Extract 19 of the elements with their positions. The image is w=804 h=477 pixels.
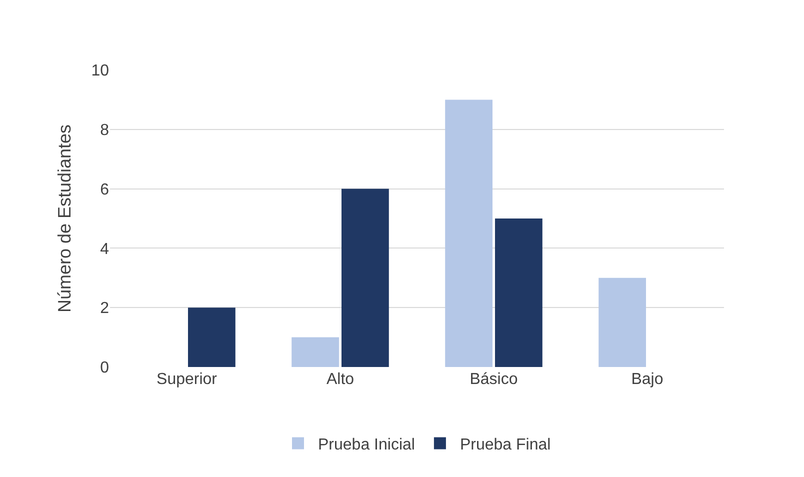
y-axis-title: Número de Estudiantes bbox=[54, 124, 74, 313]
x-tick-label: Superior bbox=[156, 371, 218, 388]
bar bbox=[292, 337, 339, 367]
y-tick-label: 8 bbox=[100, 122, 110, 139]
x-tick-label: Básico bbox=[470, 371, 518, 388]
bar bbox=[495, 218, 542, 367]
bar bbox=[342, 188, 389, 367]
bar bbox=[188, 308, 236, 367]
x-tick-label: Bajo bbox=[631, 371, 664, 388]
y-tick-label: 4 bbox=[100, 240, 110, 258]
y-tick-label: 0 bbox=[100, 360, 110, 377]
legend-label: Prueba Inicial bbox=[318, 436, 415, 454]
bar bbox=[445, 100, 492, 367]
y-tick-label: 2 bbox=[100, 300, 110, 318]
y-tick-label: 10 bbox=[91, 62, 110, 80]
x-tick-label: Alto bbox=[326, 371, 354, 388]
bar bbox=[598, 278, 646, 367]
y-tick-label: 6 bbox=[100, 181, 110, 198]
legend-label: Prueba Final bbox=[460, 436, 551, 454]
